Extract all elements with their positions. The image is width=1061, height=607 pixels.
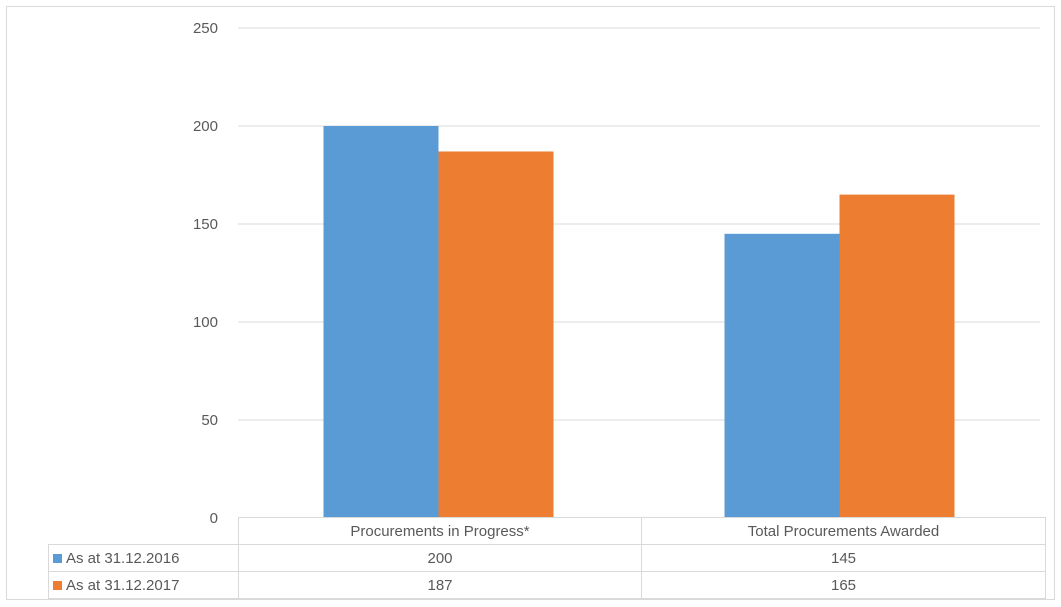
- category-label: Total Procurements Awarded: [641, 517, 1046, 545]
- series-name: As at 31.12.2016: [66, 549, 180, 567]
- legend-entry: As at 31.12.2017: [48, 571, 239, 599]
- category-label: Procurements in Progress*: [238, 517, 642, 545]
- chart-frame: [6, 6, 1055, 600]
- legend-swatch-icon: [53, 553, 62, 563]
- y-tick-label: 200: [193, 118, 218, 135]
- data-table-row: As at 31.12.2016 200 145: [48, 544, 1046, 572]
- bar: [438, 151, 554, 519]
- y-tick-label: 50: [201, 412, 218, 429]
- bar: [323, 126, 439, 518]
- bars: [323, 126, 955, 519]
- series-name: As at 31.12.2017: [66, 576, 180, 594]
- data-label: 165: [641, 571, 1046, 599]
- bar: [839, 194, 955, 518]
- data-label: 200: [238, 544, 642, 572]
- bar: [724, 233, 840, 519]
- y-tick-label: 100: [193, 314, 218, 331]
- legend-entry: As at 31.12.2016: [48, 544, 239, 572]
- y-tick-label: 150: [193, 216, 218, 233]
- legend-swatch-icon: [53, 580, 62, 590]
- data-label: 187: [238, 571, 642, 599]
- data-table-corner: [48, 517, 239, 545]
- data-label: 145: [641, 544, 1046, 572]
- data-table-row: As at 31.12.2017 187 165: [48, 571, 1046, 599]
- data-table-header-row: Procurements in Progress* Total Procurem…: [48, 517, 1046, 545]
- data-table: Procurements in Progress* Total Procurem…: [48, 517, 1046, 599]
- y-tick-label: 250: [193, 20, 218, 37]
